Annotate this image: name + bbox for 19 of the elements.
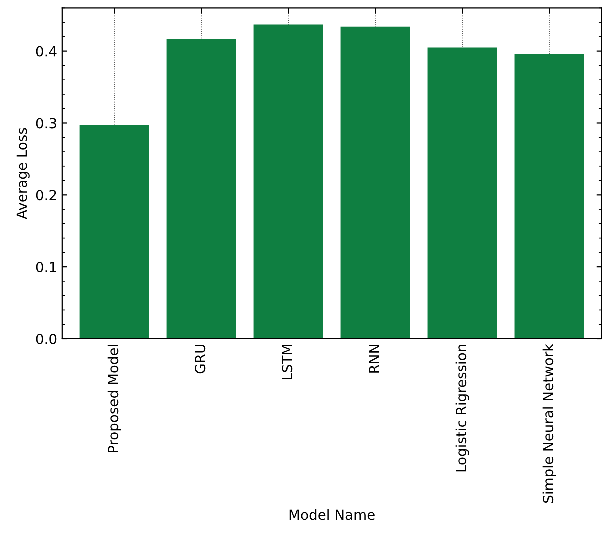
- bar: [340, 26, 410, 339]
- x-tick-label: RNN: [369, 345, 380, 373]
- x-tick-label: Simple Neural Network: [542, 344, 556, 503]
- x-tick-label: Proposed Model: [108, 345, 122, 453]
- x-axis-title: Model Name: [290, 509, 375, 520]
- x-tick-label: Logistic Rigression: [456, 345, 470, 472]
- y-tick-label: 0.3: [36, 118, 56, 129]
- y-axis-title: Average Loss: [16, 128, 30, 220]
- bar: [80, 125, 150, 339]
- bar: [166, 39, 236, 339]
- y-tick-label: 0.1: [36, 262, 56, 273]
- bar: [428, 48, 498, 339]
- y-tick-label: 0.4: [36, 46, 57, 57]
- bar: [254, 24, 324, 339]
- y-tick-label: 0.2: [36, 190, 56, 201]
- x-tick-label: LSTM: [282, 345, 293, 380]
- x-tick-label: GRU: [195, 345, 206, 374]
- bar: [514, 54, 584, 339]
- y-tick-label: 0.0: [36, 334, 57, 344]
